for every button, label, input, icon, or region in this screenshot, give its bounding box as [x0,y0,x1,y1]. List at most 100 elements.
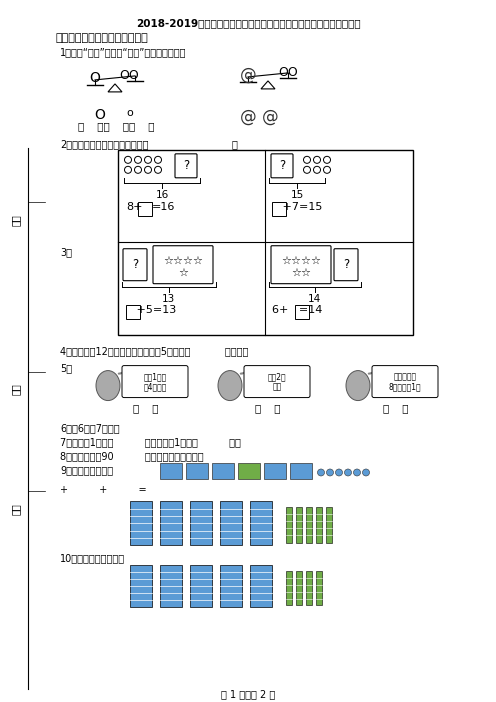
Bar [290,463,312,479]
FancyBboxPatch shape [123,249,147,281]
Text: 。: 。 [232,139,238,149]
Circle shape [354,469,361,476]
Bar [264,463,286,479]
Text: ☆☆☆☆
☆: ☆☆☆☆ ☆ [163,256,203,277]
Circle shape [144,157,151,164]
Text: +          +          =: + + = [60,486,147,496]
Circle shape [363,469,370,476]
Bar [238,463,260,479]
Text: 一、想一想，填一填（填空题）: 一、想一想，填一填（填空题） [55,33,148,43]
FancyBboxPatch shape [334,249,358,281]
Text: ?: ? [183,159,189,172]
Bar [138,201,152,216]
Bar [160,501,182,545]
Text: 2018-2019年重庆市大足区弥陀小学一年级上册数学期末总复习无答案: 2018-2019年重庆市大足区弥陀小学一年级上册数学期末总复习无答案 [136,18,360,28]
Bar [186,463,208,479]
FancyBboxPatch shape [244,366,310,397]
Circle shape [323,157,330,164]
Text: 6+   =14: 6+ =14 [272,305,322,314]
Bar [160,463,182,479]
Bar [286,571,292,605]
Text: 我朇1个十
和4个一。: 我朇1个十 和4个一。 [143,372,167,391]
Text: @: @ [240,66,256,84]
FancyBboxPatch shape [153,246,213,284]
Text: =16: =16 [152,201,176,212]
Text: @: @ [240,108,256,126]
Polygon shape [261,81,275,89]
Ellipse shape [96,371,120,401]
Text: 4．约好了有12人来踢球，已经来了5人，还有           人没来。: 4．约好了有12人来踢球，已经来了5人，还有 人没来。 [60,347,248,357]
Text: OO: OO [278,66,298,79]
Text: 6．从6数起7个数是: 6．从6数起7个数是 [60,423,120,434]
Circle shape [323,166,330,173]
Circle shape [313,157,320,164]
Text: OO: OO [119,69,139,82]
Text: 姓名: 姓名 [11,384,21,395]
Circle shape [345,469,352,476]
Text: +7=15: +7=15 [272,201,322,212]
Text: O: O [95,108,106,122]
FancyBboxPatch shape [372,366,438,397]
Circle shape [154,166,162,173]
FancyBboxPatch shape [271,154,293,178]
Bar [250,501,272,545]
Text: @: @ [262,108,278,126]
Bar [118,150,413,335]
Bar [316,508,322,543]
Text: （    ）: （ ） [133,404,159,413]
Bar [306,571,312,605]
Text: 8．看一场电弖90          ，做一次深呼吸大约？: 8．看一场电弖90 ，做一次深呼吸大约？ [60,451,204,461]
Bar [190,501,212,545]
FancyArrowPatch shape [119,366,127,373]
Text: （    ）: （ ） [255,404,281,413]
Bar [212,463,234,479]
Bar [130,565,152,607]
Bar [295,305,309,319]
Circle shape [304,166,310,173]
Text: 2．计数器上千位上一个珠子表示: 2．计数器上千位上一个珠子表示 [60,139,148,149]
Bar [220,565,242,607]
Text: 1．哪个“最重”，哪个“最轻”，演在括号里。: 1．哪个“最重”，哪个“最轻”，演在括号里。 [60,47,186,57]
Text: 5．: 5． [60,364,72,373]
Bar [316,571,322,605]
Text: 13: 13 [162,293,175,304]
Text: 14: 14 [308,293,321,304]
Circle shape [134,166,141,173]
Text: 我的个位是
8，十位是1。: 我的个位是 8，十位是1。 [389,372,421,391]
Bar [126,305,140,319]
Text: 分数: 分数 [11,214,21,225]
Text: 第 1 页，共 2 页: 第 1 页，共 2 页 [221,689,275,699]
Circle shape [144,166,151,173]
Circle shape [304,157,310,164]
Circle shape [313,166,320,173]
Circle shape [134,157,141,164]
Text: 9．一共有多少个？: 9．一共有多少个？ [60,465,113,475]
Bar [130,501,152,545]
FancyArrowPatch shape [241,366,249,373]
Text: 我朇2个
十。: 我朇2个 十。 [268,372,286,391]
Text: ?: ? [343,258,349,271]
Polygon shape [108,84,122,92]
Bar [306,508,312,543]
Bar [160,565,182,607]
Bar [220,501,242,545]
Ellipse shape [218,371,242,401]
Text: 15: 15 [291,190,304,200]
Text: 8+: 8+ [126,201,142,212]
Text: ?: ? [132,258,138,271]
Bar [326,508,332,543]
FancyBboxPatch shape [271,246,331,284]
Text: ?: ? [279,159,285,172]
FancyBboxPatch shape [122,366,188,397]
Circle shape [124,157,131,164]
Bar [250,565,272,607]
Circle shape [326,469,333,476]
Text: （    ）: （ ） [383,404,409,413]
Bar [272,201,286,216]
Text: 10．数一数，再填空：: 10．数一数，再填空： [60,553,125,564]
Text: 题号: 题号 [11,503,21,515]
Bar [286,508,292,543]
Text: 3．: 3． [60,246,72,257]
Text: o: o [126,108,133,118]
Bar [190,565,212,607]
